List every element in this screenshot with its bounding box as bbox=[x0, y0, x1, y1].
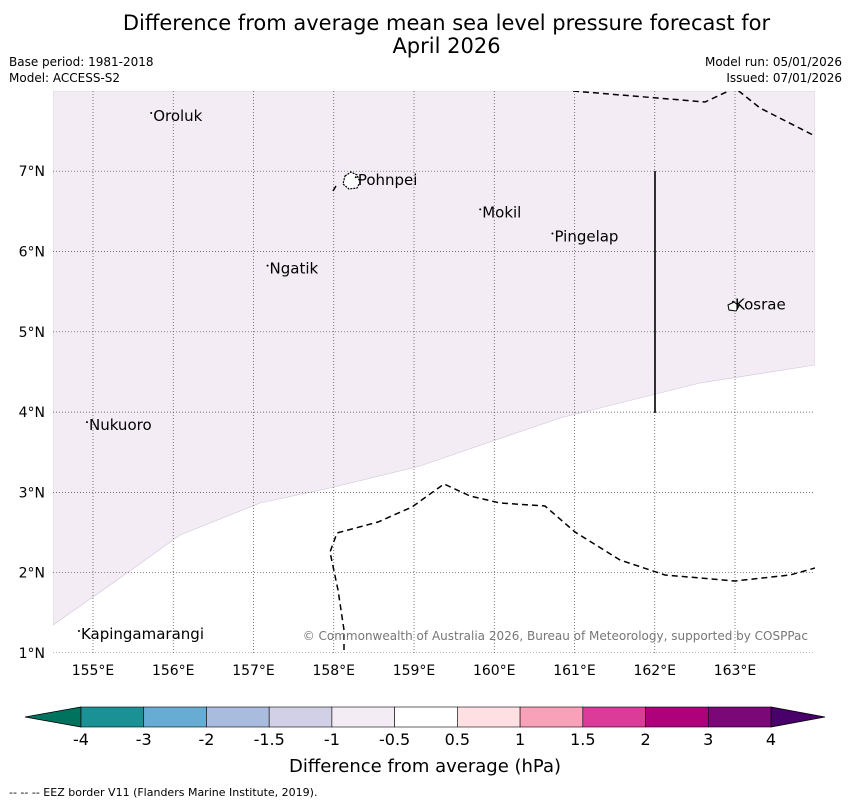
place-label: Pingelap bbox=[554, 227, 618, 245]
meta-left: Base period: 1981-2018 Model: ACCESS-S2 bbox=[9, 54, 154, 86]
colorbar-segment bbox=[206, 706, 270, 728]
colorbar-tick-label: -2 bbox=[198, 730, 214, 749]
lon-tick-label: 162°E bbox=[633, 663, 676, 679]
lon-tick-label: 160°E bbox=[473, 663, 516, 679]
place-label: Mokil bbox=[482, 203, 521, 221]
lat-tick-label: 4°N bbox=[19, 405, 45, 421]
map-title: Difference from average mean sea level p… bbox=[0, 12, 850, 58]
lat-tick-label: 3°N bbox=[19, 485, 45, 501]
colorbar-under-arrow bbox=[24, 706, 82, 728]
lon-tick-label: 155°E bbox=[72, 663, 115, 679]
lon-tick-label: 156°E bbox=[152, 663, 195, 679]
colorbar-tick-label: 1 bbox=[515, 730, 525, 749]
title-line-1: Difference from average mean sea level p… bbox=[122, 11, 771, 35]
colorbar-segment bbox=[519, 706, 584, 728]
axis-labels: 155°E 156°E 157°E 158°E 159°E 160°E 161°E 162°E… bbox=[19, 164, 757, 679]
map-plot-area: Oroluk Pohnpei Mokil Pingelap Ngatik Kosrae Nu… bbox=[53, 91, 815, 653]
colorbar-tick-label: 1.5 bbox=[570, 730, 595, 749]
eez-source-footer: -- -- -- EEZ border V11 (Flanders Marine… bbox=[9, 786, 318, 799]
lon-tick-label: 157°E bbox=[232, 663, 275, 679]
place-marker bbox=[77, 629, 80, 632]
colorbar-segment bbox=[394, 706, 458, 728]
lon-tick-label: 159°E bbox=[393, 663, 436, 679]
colorbar-segment bbox=[143, 706, 207, 728]
colorbar-title: Difference from average (hPa) bbox=[288, 756, 562, 777]
place-label: Kapingamarangi bbox=[81, 625, 204, 643]
copyright-notice: © Commonwealth of Australia 2026, Bureau… bbox=[303, 629, 808, 643]
lon-tick-label: 161°E bbox=[553, 663, 596, 679]
colorbar-segment bbox=[331, 706, 395, 728]
issued-date: Issued: 07/01/2026 bbox=[726, 71, 842, 85]
colorbar-tick-label: -4 bbox=[73, 730, 89, 749]
colorbar-tick-label: -3 bbox=[136, 730, 152, 749]
place-marker bbox=[85, 421, 88, 424]
place-label: Ngatik bbox=[270, 260, 319, 278]
colorbar: -4 -3 -2 -1.5 -1 -0.5 0.5 1 1.5 2 3 4 bbox=[24, 706, 826, 749]
model-run: Model run: 05/01/2026 bbox=[704, 55, 842, 69]
place-marker bbox=[551, 232, 554, 235]
eez-borders bbox=[329, 91, 815, 653]
model-name: Model: ACCESS-S2 bbox=[9, 71, 121, 85]
lat-tick-label: 1°N bbox=[19, 646, 45, 662]
colorbar-segment bbox=[707, 706, 772, 728]
lat-tick-label: 2°N bbox=[19, 566, 45, 582]
colorbar-segment bbox=[80, 706, 145, 728]
colorbar-tick-label: -0.5 bbox=[379, 730, 410, 749]
lat-tick-label: 5°N bbox=[19, 325, 45, 341]
lat-tick-label: 7°N bbox=[19, 164, 45, 180]
colorbar-tick-label: 0.5 bbox=[445, 730, 470, 749]
colorbar-tick-label: 4 bbox=[766, 730, 776, 749]
eez-border-pohnpei-fragment bbox=[332, 185, 337, 192]
meta-right: Model run: 05/01/2026 Issued: 07/01/2026 bbox=[705, 54, 842, 86]
place-marker bbox=[266, 264, 269, 267]
place-marker bbox=[732, 300, 734, 303]
colorbar-segment bbox=[645, 706, 709, 728]
colorbar-over-arrow bbox=[770, 706, 826, 728]
place-label: Pohnpei bbox=[358, 171, 418, 189]
colorbar-segment bbox=[582, 706, 646, 728]
colorbar-tick-label: -1 bbox=[324, 730, 340, 749]
lon-tick-label: 163°E bbox=[714, 663, 757, 679]
base-period: Base period: 1981-2018 bbox=[9, 55, 154, 69]
place-label: Nukuoro bbox=[89, 416, 152, 434]
place-marker bbox=[479, 208, 482, 211]
colorbar-tick-label: -1.5 bbox=[254, 730, 285, 749]
anomaly-region bbox=[53, 91, 815, 626]
title-line-2: April 2026 bbox=[392, 34, 501, 58]
place-label: Oroluk bbox=[153, 107, 202, 125]
colorbar-segment bbox=[457, 706, 521, 728]
place-label: Kosrae bbox=[735, 296, 786, 314]
place-marker bbox=[354, 176, 357, 179]
place-marker bbox=[150, 112, 153, 115]
lon-tick-label: 158°E bbox=[312, 663, 355, 679]
lat-tick-label: 6°N bbox=[19, 245, 45, 261]
colorbar-tick-label: 2 bbox=[640, 730, 650, 749]
colorbar-segment bbox=[268, 706, 333, 728]
colorbar-tick-label: 3 bbox=[703, 730, 713, 749]
place-labels: Oroluk Pohnpei Mokil Pingelap Ngatik Kosrae Nu… bbox=[77, 107, 786, 643]
graticule bbox=[53, 91, 815, 653]
